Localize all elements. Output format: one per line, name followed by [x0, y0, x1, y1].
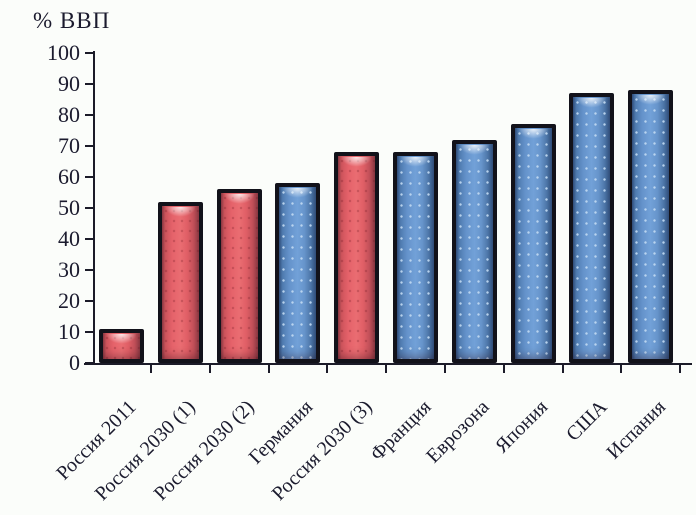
x-category-label: Еврозона — [422, 396, 494, 468]
y-tick-label: 40 — [58, 226, 80, 251]
bar-top-highlight — [635, 95, 666, 108]
bar-top-highlight — [165, 207, 196, 220]
x-tick — [502, 365, 505, 373]
bar-top-highlight — [518, 129, 549, 142]
y-tick-label: 20 — [58, 288, 80, 313]
y-axis-title: % ВВП — [33, 8, 111, 33]
y-tick — [85, 300, 94, 302]
bar — [393, 152, 438, 363]
bar-top-highlight — [224, 194, 255, 207]
bar-top-highlight — [576, 98, 607, 111]
x-tick — [679, 365, 682, 373]
bar-top-highlight — [400, 157, 431, 170]
bar-top-highlight — [106, 334, 137, 347]
y-tick — [85, 362, 94, 364]
bar — [569, 93, 614, 363]
x-tick — [326, 365, 329, 373]
y-tick — [85, 238, 94, 240]
bar — [217, 189, 262, 363]
bar — [99, 329, 144, 363]
x-tick — [208, 365, 211, 373]
y-tick — [85, 83, 94, 85]
y-tick-label: 70 — [58, 133, 80, 158]
bar — [275, 183, 320, 363]
x-category-label: Япония — [491, 396, 553, 458]
y-tick-label: 100 — [47, 40, 80, 65]
y-tick-label: 0 — [69, 350, 80, 375]
y-tick — [85, 114, 94, 116]
y-tick — [85, 145, 94, 147]
x-category-label: США — [561, 396, 612, 446]
y-tick-label: 60 — [58, 164, 80, 189]
x-tick — [561, 365, 564, 373]
x-tick — [443, 365, 446, 373]
y-tick — [85, 269, 94, 271]
bar-top-highlight — [282, 188, 313, 201]
y-tick — [85, 331, 94, 333]
bar — [452, 140, 497, 363]
bar — [511, 124, 556, 363]
y-tick — [85, 176, 94, 178]
y-tick-label: 80 — [58, 102, 80, 127]
y-axis-line — [93, 51, 95, 365]
y-tick-label: 10 — [58, 319, 80, 344]
x-axis-line — [84, 363, 692, 365]
x-tick — [149, 365, 152, 373]
x-tick — [267, 365, 270, 373]
bar-top-highlight — [459, 145, 490, 158]
bar — [334, 152, 379, 363]
x-tick — [385, 365, 388, 373]
x-category-label: Испания — [602, 396, 671, 464]
y-tick-label: 50 — [58, 195, 80, 220]
y-tick-label: 30 — [58, 257, 80, 282]
bar-top-highlight — [341, 157, 372, 170]
bar — [628, 90, 673, 363]
y-tick-label: 90 — [58, 71, 80, 96]
x-tick — [620, 365, 623, 373]
y-tick — [85, 52, 94, 54]
y-tick — [85, 207, 94, 209]
bar — [158, 202, 203, 363]
